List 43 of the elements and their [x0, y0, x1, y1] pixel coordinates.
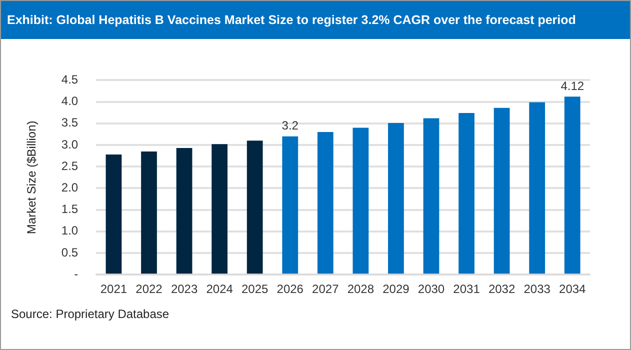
x-tick-label: 2028	[347, 282, 374, 296]
y-tick-label: 1.0	[61, 224, 78, 238]
x-tick-label: 2025	[241, 282, 269, 296]
bar	[388, 122, 404, 274]
source-note: Source: Proprietary Database	[11, 307, 170, 321]
bar	[458, 113, 474, 274]
y-tick-label: 0.5	[61, 245, 78, 260]
y-axis-title: Market Size ($Billion)	[24, 120, 39, 234]
x-tick-label: 2033	[524, 282, 551, 296]
y-tick-label: 2.5	[61, 158, 78, 173]
bar	[529, 102, 546, 274]
x-tick-label: 2027	[312, 282, 340, 296]
x-tick-label: 2032	[488, 282, 516, 296]
y-tick-label: 3.5	[61, 116, 78, 130]
x-tick-label: 2023	[170, 282, 198, 296]
chart-title: Exhibit: Global Hepatitis B Vaccines Market Size to register 3.2% CAGR over the forecast period	[1, 1, 630, 39]
x-tick-label: 2029	[382, 282, 410, 296]
bar	[212, 144, 228, 274]
y-tick-label: 4.0	[61, 94, 78, 108]
bar	[494, 108, 510, 274]
y-tick-label: 3.0	[61, 137, 78, 152]
x-tick-label: 2034	[559, 282, 586, 296]
data-label: 4.12	[560, 78, 584, 93]
y-tick-label: 1.5	[61, 202, 78, 216]
bar	[282, 136, 298, 274]
bar	[106, 154, 122, 274]
x-tick-label: 2024	[206, 282, 234, 296]
y-tick-label: 2.0	[61, 180, 78, 195]
y-tick-label: 4.5	[61, 72, 78, 87]
x-tick-label: 2031	[453, 282, 480, 296]
bar	[141, 151, 157, 274]
x-tick-label: 2021	[100, 282, 128, 296]
bar	[176, 148, 192, 274]
x-tick-label: 2026	[276, 282, 304, 296]
y-tick-label: -	[74, 266, 78, 281]
x-tick-label: 2030	[418, 282, 445, 296]
data-label: 3.2	[282, 118, 299, 133]
x-tick-label: 2022	[136, 282, 163, 296]
bar	[317, 132, 334, 274]
bar	[423, 118, 440, 274]
bar	[564, 96, 580, 274]
bar	[352, 128, 369, 274]
bar	[246, 140, 263, 274]
